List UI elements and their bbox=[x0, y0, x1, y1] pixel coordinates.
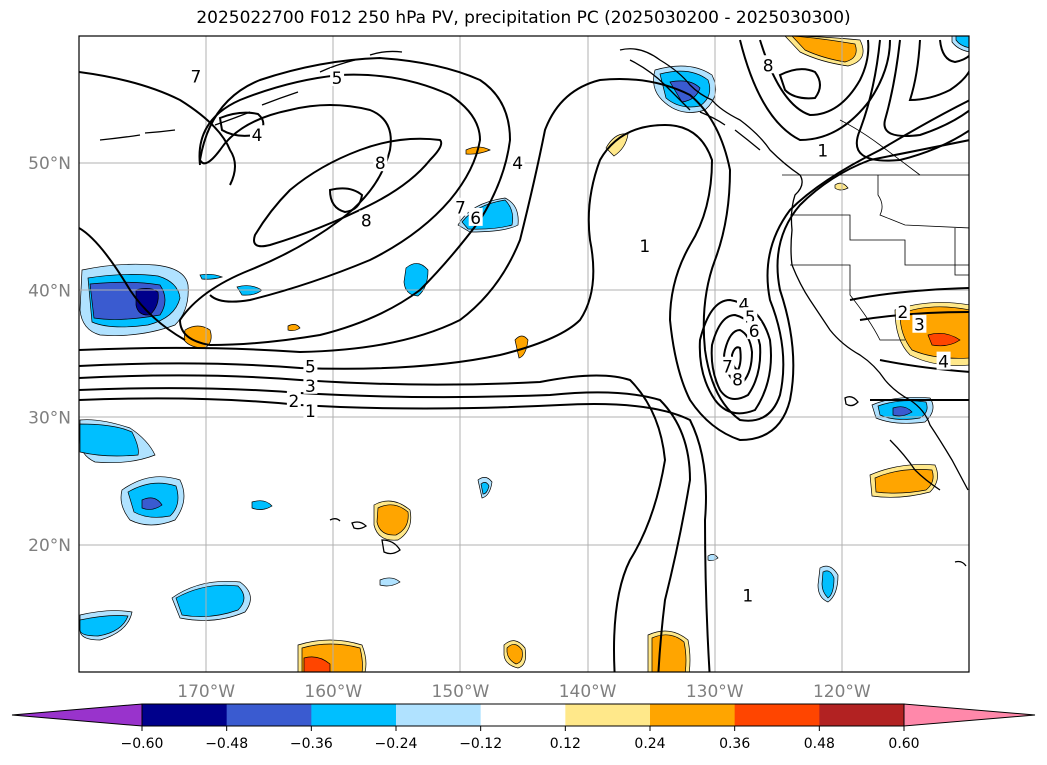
contour-label-bg bbox=[761, 55, 776, 74]
pv-contours bbox=[79, 39, 969, 672]
contour-label: 3 bbox=[305, 377, 316, 397]
colorbar-tick-label: −0.36 bbox=[290, 736, 333, 752]
colorbar-tick-label: −0.12 bbox=[459, 736, 502, 752]
map-frame bbox=[78, 35, 970, 673]
graticule bbox=[79, 36, 969, 672]
contour-label: 8 bbox=[732, 370, 743, 390]
longitude-labels: 170°W 160°W 150°W 140°W 130°W 120°W bbox=[177, 682, 871, 702]
colorbar-tick-label: 0.24 bbox=[634, 736, 665, 752]
colorbar-segment bbox=[480, 704, 566, 726]
colorbar-segment bbox=[226, 704, 312, 726]
lon-tick-label: 140°W bbox=[559, 682, 617, 702]
contour-label: 6 bbox=[749, 322, 760, 342]
plot-title: 2025022700 F012 250 hPa PV, precipitatio… bbox=[196, 8, 851, 28]
colorbar-segment bbox=[396, 704, 482, 726]
contour-label-bg bbox=[815, 140, 830, 159]
contour-label-bg bbox=[895, 302, 910, 321]
colorbar-tick-label: −0.48 bbox=[205, 736, 248, 752]
lon-tick-label: 120°W bbox=[813, 682, 871, 702]
colorbar-segment bbox=[650, 704, 736, 726]
contour-label: 6 bbox=[470, 209, 481, 229]
lon-tick-label: 170°W bbox=[177, 682, 235, 702]
contour-label-bg bbox=[303, 375, 318, 394]
colorbar-segment bbox=[565, 704, 651, 726]
lat-tick-label: 40°N bbox=[28, 281, 71, 301]
contour-label: 5 bbox=[332, 69, 343, 89]
colorbar-segment bbox=[734, 704, 820, 726]
contour-label-bg bbox=[730, 369, 745, 388]
contour-label-bg bbox=[510, 153, 525, 172]
colorbar-frame bbox=[141, 703, 905, 727]
lon-tick-label: 160°W bbox=[304, 682, 362, 702]
contour-label: 8 bbox=[763, 56, 774, 76]
colorbar-tick-label: 0.48 bbox=[804, 736, 835, 752]
contour-label-bg bbox=[740, 585, 755, 604]
contour-label: 3 bbox=[914, 316, 925, 336]
contour-label: 1 bbox=[305, 402, 316, 422]
contour-label-bg bbox=[250, 125, 264, 144]
contour-label: 1 bbox=[639, 237, 650, 257]
contour-label: 4 bbox=[252, 126, 263, 146]
lat-tick-label: 20°N bbox=[28, 536, 71, 556]
contour-label: 4 bbox=[512, 154, 523, 174]
contour-label-bg bbox=[303, 401, 318, 420]
contour-label-bg bbox=[188, 66, 203, 85]
colorbar: −0.60 −0.48 −0.36 −0.24 −0.12 0.12 0.24 0.36 0.4… bbox=[11, 703, 1036, 752]
contour-label: 5 bbox=[745, 308, 756, 328]
contour-label: 4 bbox=[938, 353, 949, 373]
contour-label-bg bbox=[936, 351, 951, 370]
lon-tick-label: 130°W bbox=[686, 682, 744, 702]
contour-label: 7 bbox=[455, 199, 466, 219]
contour-label-bg bbox=[453, 197, 468, 216]
precip-shading bbox=[79, 36, 969, 672]
latitude-labels: 50°N 40°N 30°N 20°N bbox=[28, 154, 71, 556]
contour-label: 1 bbox=[742, 587, 753, 607]
political-borders bbox=[782, 119, 969, 341]
contour-label-bg bbox=[359, 210, 374, 229]
lat-tick-label: 50°N bbox=[28, 154, 71, 174]
contour-label: 8 bbox=[361, 211, 372, 231]
contour-label-bg bbox=[330, 67, 345, 86]
contour-label-bg bbox=[303, 356, 318, 375]
contour-label: 5 bbox=[305, 358, 316, 378]
colorbar-tick-label: −0.24 bbox=[375, 736, 418, 752]
contour-label: 4 bbox=[739, 295, 750, 315]
colorbar-segment bbox=[311, 704, 397, 726]
lon-tick-label: 150°W bbox=[432, 682, 490, 702]
colorbar-extend-low bbox=[11, 703, 143, 727]
colorbar-tick-label: 0.36 bbox=[719, 736, 750, 752]
contour-label-bg bbox=[743, 307, 758, 326]
contour-label-bg bbox=[747, 321, 762, 340]
contour-label-bg bbox=[286, 391, 301, 410]
colorbar-segment bbox=[142, 704, 228, 726]
contour-label: 8 bbox=[375, 154, 386, 174]
contour-label-bg bbox=[468, 207, 483, 226]
contour-label-bg bbox=[373, 153, 388, 172]
coastlines bbox=[99, 48, 969, 567]
colorbar-segment bbox=[819, 704, 905, 726]
contour-label: 7 bbox=[722, 358, 733, 378]
colorbar-extend-high bbox=[903, 703, 1036, 727]
contour-label: 2 bbox=[897, 303, 908, 323]
contour-label: 2 bbox=[288, 392, 299, 412]
colorbar-tick-label: 0.12 bbox=[550, 736, 581, 752]
colorbar-tick-label: −0.60 bbox=[121, 736, 164, 752]
contour-label-bg bbox=[912, 314, 927, 333]
contour-label-bg bbox=[637, 235, 652, 254]
colorbar-tick-label: 0.60 bbox=[888, 736, 919, 752]
lat-tick-label: 30°N bbox=[28, 409, 71, 429]
contour-label: 7 bbox=[191, 68, 202, 88]
contour-label: 1 bbox=[817, 141, 828, 161]
